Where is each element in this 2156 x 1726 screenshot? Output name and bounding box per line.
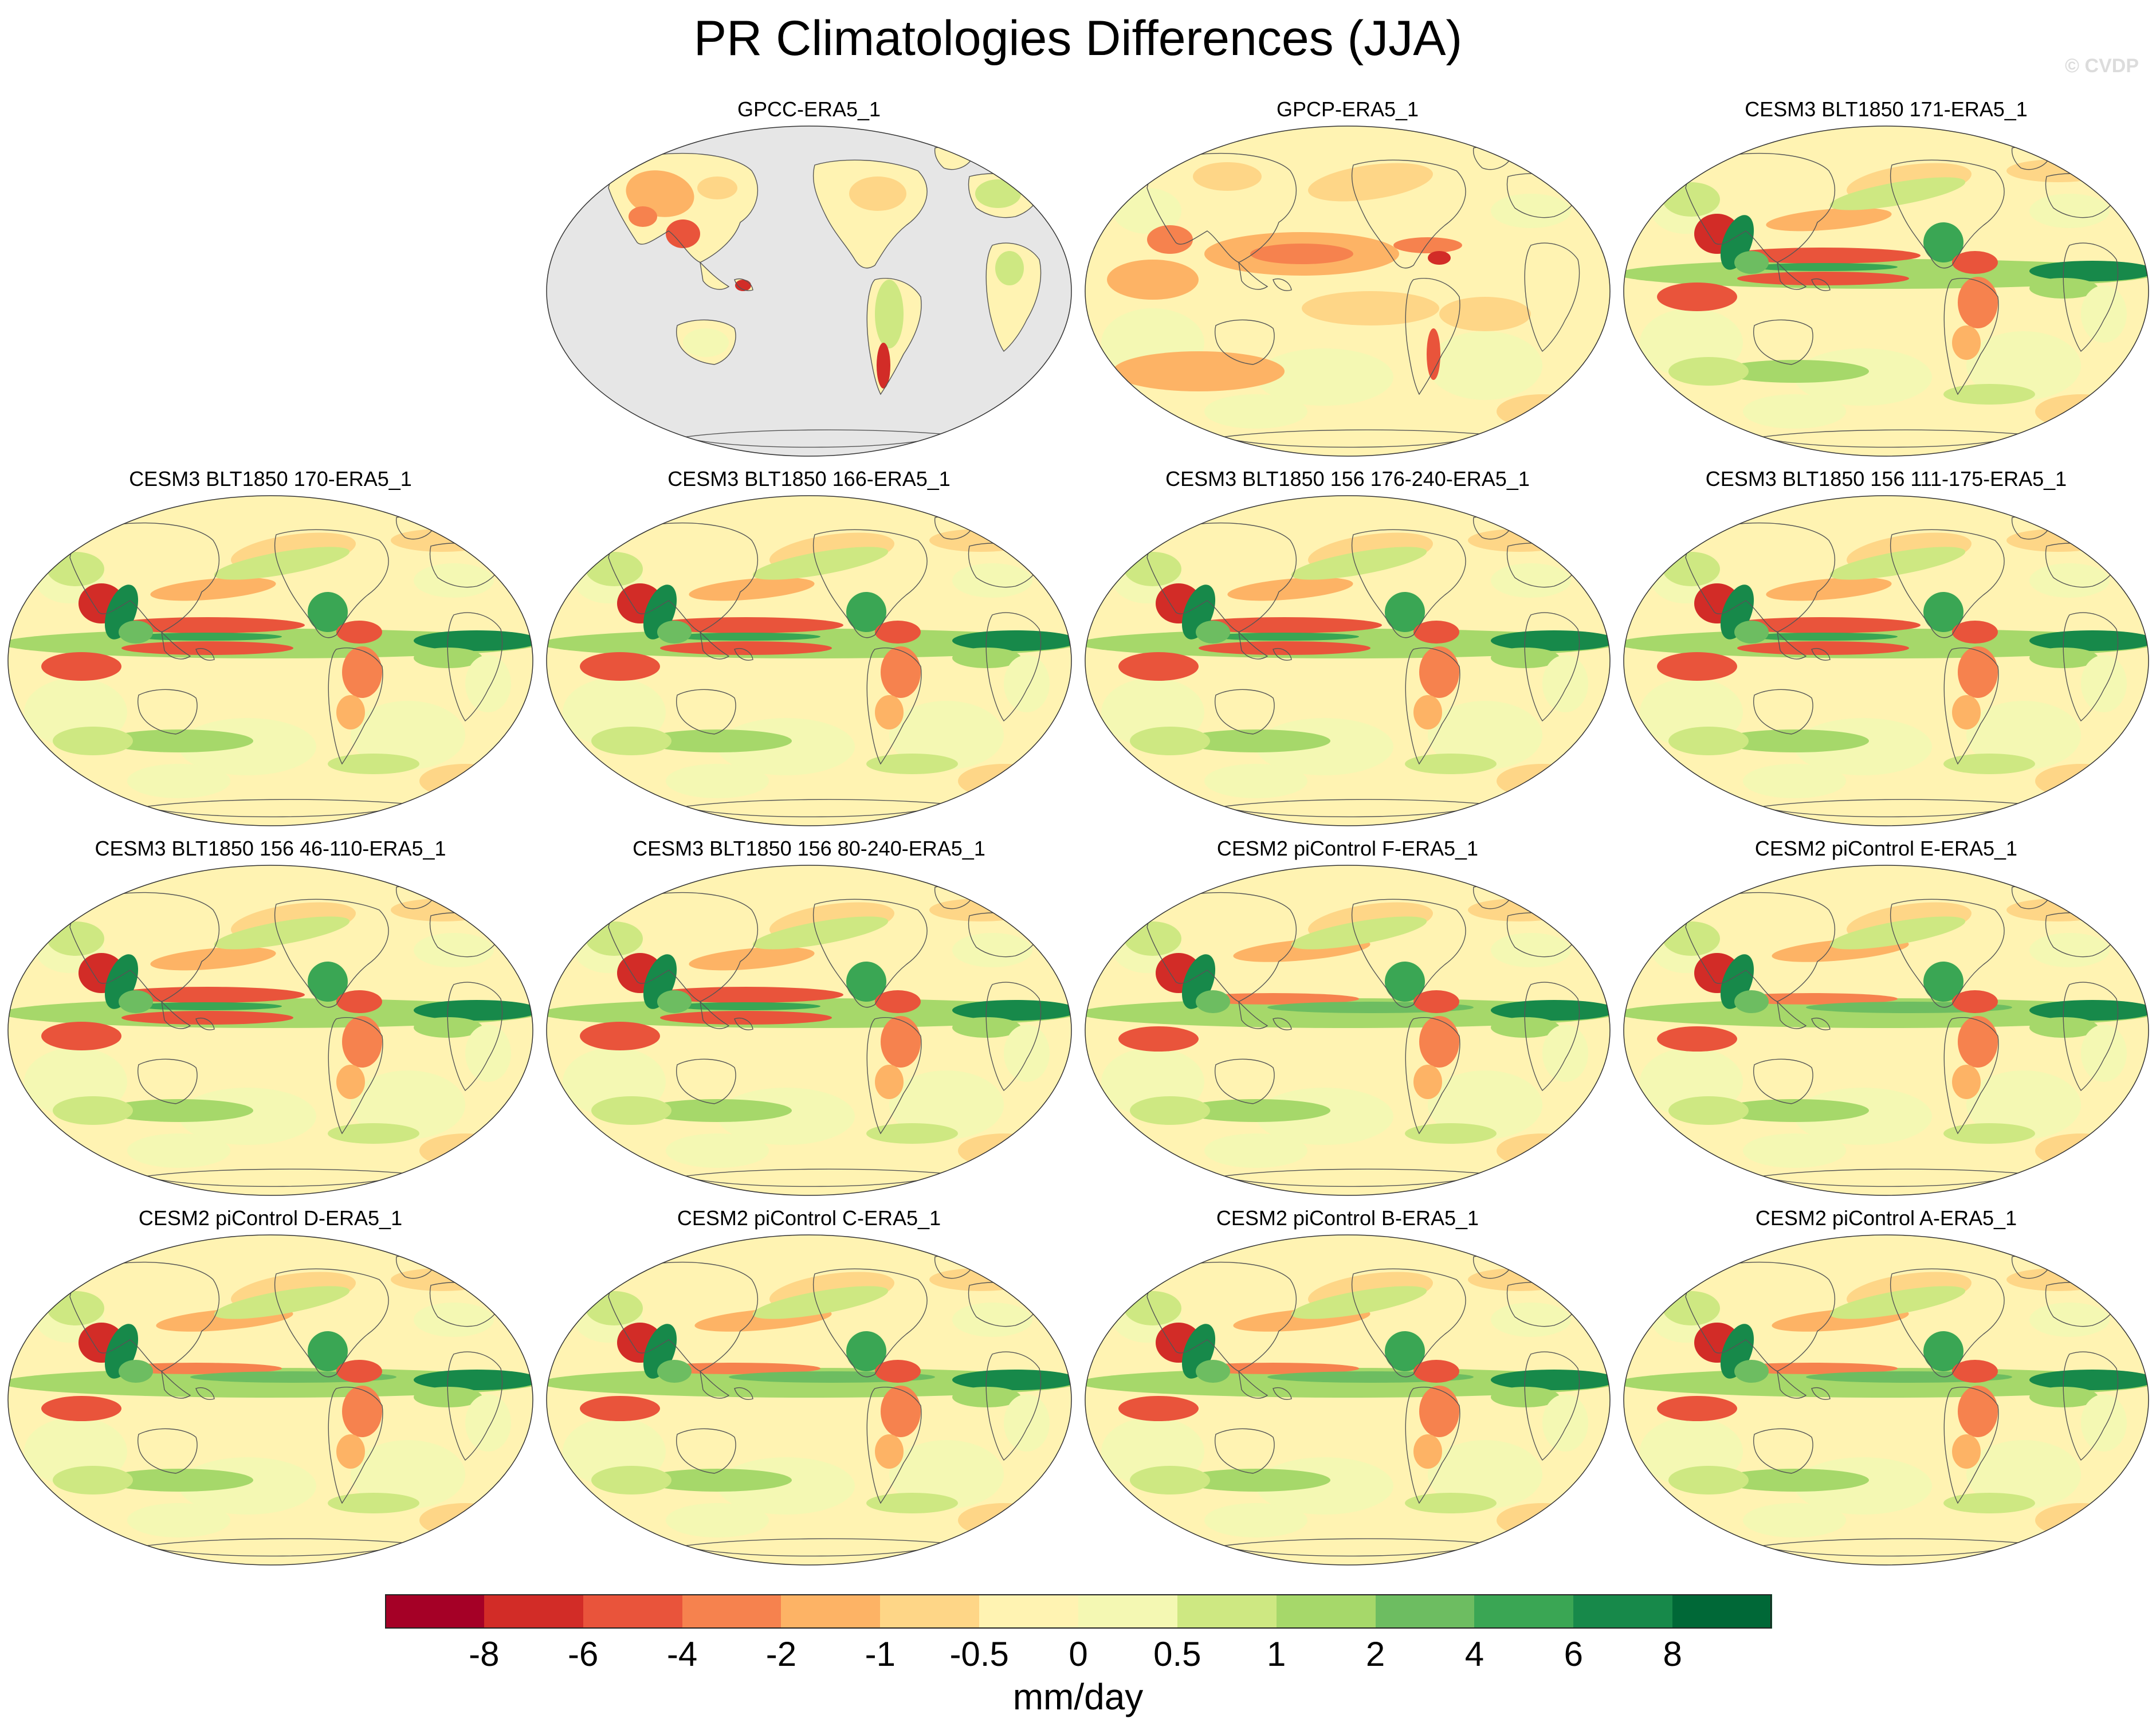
robinson-map — [546, 125, 1072, 457]
panel-title: CESM3 BLT1850 156 80-240-ERA5_1 — [633, 837, 985, 860]
colorbar-segment — [1573, 1594, 1674, 1629]
colorbar-tick-label: -0.5 — [949, 1635, 1009, 1673]
panel-title: CESM2 piControl A-ERA5_1 — [1755, 1206, 2017, 1230]
copyright-label: © CVDP — [2065, 55, 2139, 77]
colorbar-tick-label: 0 — [1069, 1635, 1088, 1673]
colorbar-tick-label: 2 — [1365, 1635, 1385, 1673]
robinson-map — [546, 495, 1072, 826]
robinson-map — [1623, 865, 2149, 1196]
panel-title: CESM3 BLT1850 156 111-175-ERA5_1 — [1705, 467, 2067, 491]
panel-title: CESM2 piControl C-ERA5_1 — [677, 1206, 941, 1230]
robinson-map — [546, 865, 1072, 1196]
map-panel: CESM3 BLT1850 170-ERA5_1 — [7, 467, 534, 834]
colorbar-tick-label: -8 — [469, 1635, 500, 1673]
map-panel: CESM2 piControl D-ERA5_1 — [7, 1206, 534, 1573]
colorbar-segment — [1672, 1594, 1772, 1629]
robinson-map — [1085, 495, 1611, 826]
panel-title: CESM2 piControl B-ERA5_1 — [1216, 1206, 1479, 1230]
robinson-map — [546, 1234, 1072, 1566]
map-panel: CESM3 BLT1850 156 80-240-ERA5_1 — [545, 837, 1073, 1203]
colorbar-segment — [583, 1594, 683, 1629]
robinson-map — [1085, 125, 1611, 457]
colorbar-segment — [1276, 1594, 1376, 1629]
robinson-map — [1085, 865, 1611, 1196]
map-panel: CESM3 BLT1850 156 111-175-ERA5_1 — [1623, 467, 2150, 834]
colorbar — [385, 1594, 1772, 1629]
robinson-map — [1085, 1234, 1611, 1566]
colorbar-tick-label: -6 — [568, 1635, 599, 1673]
map-panel: CESM3 BLT1850 156 46-110-ERA5_1 — [7, 837, 534, 1203]
colorbar-tick-label: 0.5 — [1153, 1635, 1201, 1673]
robinson-map — [7, 865, 533, 1196]
panel-title: CESM2 piControl F-ERA5_1 — [1216, 837, 1479, 860]
panel-title: CESM3 BLT1850 156 176-240-ERA5_1 — [1165, 467, 1530, 491]
map-panel: CESM2 piControl B-ERA5_1 — [1084, 1206, 1611, 1573]
colorbar-segment — [880, 1594, 980, 1629]
colorbar-segment — [1078, 1594, 1178, 1629]
colorbar-tick-label: -1 — [865, 1635, 896, 1673]
map-panel: CESM2 piControl E-ERA5_1 — [1623, 837, 2150, 1203]
robinson-map — [1623, 495, 2149, 826]
colorbar-segment — [979, 1594, 1079, 1629]
map-panel: CESM2 piControl C-ERA5_1 — [545, 1206, 1073, 1573]
colorbar-tick-label: -4 — [666, 1635, 698, 1673]
colorbar-segment — [682, 1594, 782, 1629]
panel-title: GPCC-ERA5_1 — [737, 97, 881, 121]
colorbar-segment — [1375, 1594, 1475, 1629]
colorbar-tick-label: -2 — [765, 1635, 797, 1673]
panel-title: CESM2 piControl D-ERA5_1 — [138, 1206, 403, 1230]
colorbar-tick-label: 8 — [1663, 1635, 1682, 1673]
colorbar-segment — [385, 1594, 485, 1629]
robinson-map — [1623, 1234, 2149, 1566]
map-panel: CESM2 piControl A-ERA5_1 — [1623, 1206, 2150, 1573]
colorbar-segment — [1474, 1594, 1574, 1629]
map-panel: GPCP-ERA5_1 — [1084, 97, 1611, 464]
figure-title: PR Climatologies Differences (JJA) — [693, 11, 1463, 66]
map-panel: GPCC-ERA5_1 — [545, 97, 1073, 464]
panel-title: CESM3 BLT1850 170-ERA5_1 — [129, 467, 412, 491]
robinson-map — [7, 495, 533, 826]
panel-title: CESM3 BLT1850 156 46-110-ERA5_1 — [95, 837, 446, 860]
robinson-map — [1623, 125, 2149, 457]
map-panel: CESM2 piControl F-ERA5_1 — [1084, 837, 1611, 1203]
colorbar-segment — [484, 1594, 584, 1629]
panel-title: CESM2 piControl E-ERA5_1 — [1754, 837, 2018, 860]
colorbar-tick-label: 4 — [1464, 1635, 1485, 1673]
map-panel: CESM3 BLT1850 156 176-240-ERA5_1 — [1084, 467, 1611, 834]
colorbar-segment — [781, 1594, 881, 1629]
panel-title: CESM3 BLT1850 166-ERA5_1 — [667, 467, 951, 491]
colorbar-tick-label: 6 — [1564, 1635, 1583, 1673]
robinson-map — [7, 1234, 533, 1566]
panel-title: GPCP-ERA5_1 — [1276, 97, 1419, 121]
panel-title: CESM3 BLT1850 171-ERA5_1 — [1745, 97, 2028, 121]
colorbar-tick-label: 1 — [1267, 1635, 1286, 1673]
colorbar-units: mm/day — [1012, 1676, 1144, 1717]
map-panel: CESM3 BLT1850 171-ERA5_1 — [1623, 97, 2150, 464]
map-panel: CESM3 BLT1850 166-ERA5_1 — [545, 467, 1073, 834]
colorbar-segment — [1177, 1594, 1277, 1629]
